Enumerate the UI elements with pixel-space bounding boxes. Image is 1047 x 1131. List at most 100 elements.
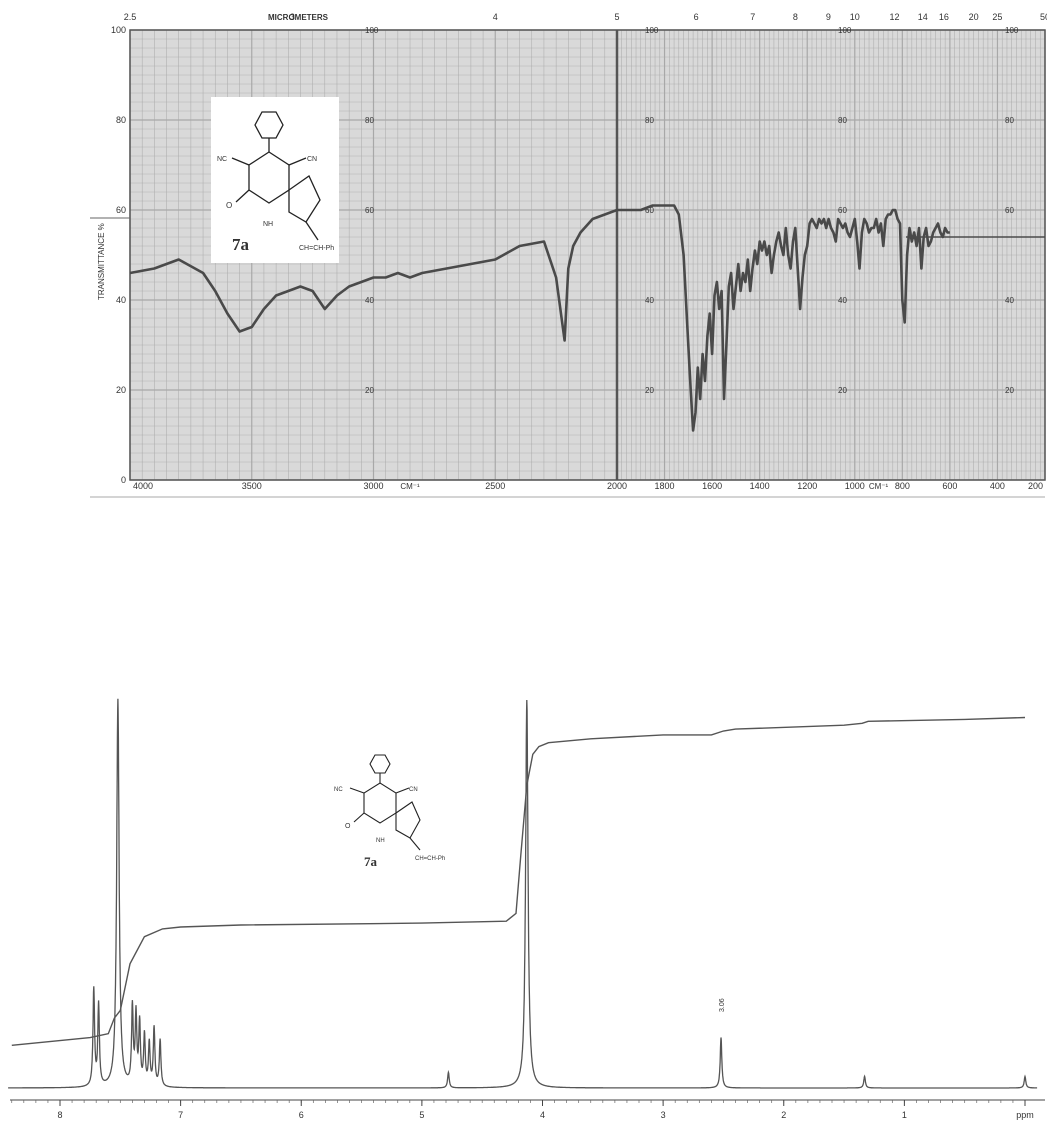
- nmr-structure: NC CN O NH CH=CH-Ph 7a: [334, 754, 445, 869]
- nmr-tick-label: ppm: [1016, 1110, 1034, 1120]
- ir-bottom-tick-label: 2000: [607, 481, 627, 491]
- nmr-spectrum-chart: 8 7 6 5 4 3 2 1 ppm 3.06 NC CN O NH CH=CH-Ph 7a: [8, 698, 1045, 1120]
- ir-y-tick-label: 40: [116, 295, 126, 305]
- ir-y-tick-label: 80: [116, 115, 126, 125]
- ir-bottom-tick-label: 1400: [750, 481, 770, 491]
- ir-y-tick-label: 20: [1005, 386, 1014, 395]
- nmr-x-ticks: 8 7 6 5 4 3 2 1 ppm: [57, 1100, 1034, 1120]
- ir-top-tick-label: 25: [992, 12, 1002, 22]
- nmr-spectrum-trace: [8, 698, 1038, 1089]
- nmr-spectrum-panel: 8 7 6 5 4 3 2 1 ppm 3.06 NC CN O NH CH=CH-Ph 7a: [0, 660, 1047, 1126]
- ir-top-tick-label: 9: [826, 12, 831, 22]
- ir-bottom-tick-label: 3000: [363, 481, 383, 491]
- nmr-tick-label: 6: [299, 1110, 304, 1120]
- ir-y-tick-label: 60: [365, 206, 374, 215]
- ir-bottom-tick-label: 4000: [133, 481, 153, 491]
- ir-top-ticks: 2.5 3 4 5 6 7 8 9 10 12 14 16 20 25 50: [124, 12, 1047, 22]
- ir-compound-label: 7a: [232, 235, 250, 254]
- nmr-tick-label: 3: [661, 1110, 666, 1120]
- ir-top-tick-label: 7: [750, 12, 755, 22]
- ir-top-tick-label: 14: [918, 12, 928, 22]
- nmr-phenyl-ring: [369, 754, 391, 774]
- nmr-sub-right: CN: [409, 787, 418, 793]
- ir-y-tick-label: 100: [1005, 26, 1019, 35]
- ir-y-tick-label: 60: [838, 206, 847, 215]
- ir-y-tick-label: 60: [645, 206, 654, 215]
- ir-top-tick-label: 2.5: [124, 12, 137, 22]
- nmr-tick-label: 7: [178, 1110, 183, 1120]
- nmr-tick-label: 8: [57, 1110, 62, 1120]
- ir-y-tick-label: 20: [838, 386, 847, 395]
- ir-bottom-tick-label: 1200: [797, 481, 817, 491]
- ir-y-tick-label: 20: [365, 386, 374, 395]
- nmr-annotations: 3.06: [719, 998, 726, 1012]
- ir-y-tick-label: 80: [365, 116, 374, 125]
- ir-y-tick-label: 80: [838, 116, 847, 125]
- ir-bottom-tick-label: 800: [895, 481, 910, 491]
- ir-top-axis-label: MICROMETERS: [268, 13, 329, 22]
- ir-sub-nh: NH: [263, 221, 273, 228]
- ir-bottom-unit-label: CM⁻¹: [869, 482, 889, 491]
- ir-plot-frame: [129, 29, 1046, 481]
- ir-y-tick-label: 40: [1005, 296, 1014, 305]
- nmr-tick-label: 2: [781, 1110, 786, 1120]
- ir-top-tick-label: 10: [850, 12, 860, 22]
- ir-top-tick-label: 50: [1040, 12, 1047, 22]
- ir-y-tick-label: 0: [121, 475, 126, 485]
- ir-top-tick-label: 8: [793, 12, 798, 22]
- nmr-sub-o: O: [345, 823, 351, 830]
- ir-y-tick-label: 80: [1005, 116, 1014, 125]
- nmr-integral-curve: [11, 716, 1026, 1046]
- ir-top-tick-label: 3: [290, 12, 295, 22]
- ir-structure: NC CN O NH CH=CH-Ph 7a: [211, 97, 339, 263]
- ir-top-tick-label: 4: [493, 12, 498, 22]
- ir-y-tick-label: 40: [645, 296, 654, 305]
- nmr-sub-side: CH=CH-Ph: [415, 856, 445, 862]
- ir-sub-right: CN: [307, 156, 317, 163]
- ir-y-tick-label: 80: [645, 116, 654, 125]
- ir-bottom-tick-label: 600: [942, 481, 957, 491]
- ir-phenyl-ring: [254, 111, 284, 139]
- nmr-compound-label: 7a: [364, 854, 378, 869]
- ir-bottom-ticks: 4000 3500 3000 2500 2000 1800 1600 1400 1200 1000…: [133, 481, 1043, 491]
- ir-bottom-tick-label: 3500: [242, 481, 262, 491]
- ir-y-tick-label: 60: [1005, 206, 1014, 215]
- ir-y-tick-label: 40: [365, 296, 374, 305]
- ir-sub-left: NC: [217, 156, 227, 163]
- ir-y-tick-label: 20: [645, 386, 654, 395]
- ir-y-tick-label: 100: [838, 26, 852, 35]
- nmr-sub-nh: NH: [376, 838, 385, 844]
- ir-sub-side: CH=CH-Ph: [299, 245, 334, 252]
- ir-sub-o: O: [226, 201, 232, 210]
- ir-y-tick-label: 100: [111, 25, 126, 35]
- ir-transmittance-trace: [129, 204, 950, 432]
- ir-bottom-tick-label: 2500: [485, 481, 505, 491]
- nmr-pyridone-ring: [363, 782, 397, 824]
- ir-top-tick-label: 16: [939, 12, 949, 22]
- ir-pyrazole-ring: [288, 175, 321, 223]
- nmr-tick-label: 1: [902, 1110, 907, 1120]
- nmr-peak-annotation: 3.06: [719, 998, 726, 1012]
- ir-top-tick-label: 5: [614, 12, 619, 22]
- ir-y-tick-label: 100: [365, 26, 379, 35]
- ir-bottom-tick-label: 1600: [702, 481, 722, 491]
- ir-spectrum-panel: 2.5345678910121416202550 400035003000250…: [0, 0, 1047, 505]
- ir-bottom-tick-label: 1800: [655, 481, 675, 491]
- nmr-tick-label: 4: [540, 1110, 545, 1120]
- ir-y-tick-label: 100: [645, 26, 659, 35]
- nmr-pyrazole-ring: [395, 801, 421, 839]
- ir-top-tick-label: 6: [694, 12, 699, 22]
- ir-y-tick-label: 40: [838, 296, 847, 305]
- ir-structure-box: [211, 97, 339, 263]
- ir-y-ticks: 0 20 20 20 20 20 40 40 40 40 40 60 60 60 60 60 80 80 80 80 8…: [111, 25, 1019, 485]
- ir-bottom-unit-label: CM⁻¹: [400, 482, 420, 491]
- ir-bottom-tick-label: 400: [990, 481, 1005, 491]
- ir-top-tick-label: 20: [969, 12, 979, 22]
- nmr-tick-label: 5: [419, 1110, 424, 1120]
- ir-y-tick-label: 20: [116, 385, 126, 395]
- ir-bottom-tick-label: 200: [1028, 481, 1043, 491]
- ir-y-tick-label: 60: [116, 205, 126, 215]
- nmr-sub-left: NC: [334, 787, 343, 793]
- ir-bottom-tick-label: 1000: [845, 481, 865, 491]
- ir-y-axis-label: TRANSMITTANCE %: [97, 223, 106, 300]
